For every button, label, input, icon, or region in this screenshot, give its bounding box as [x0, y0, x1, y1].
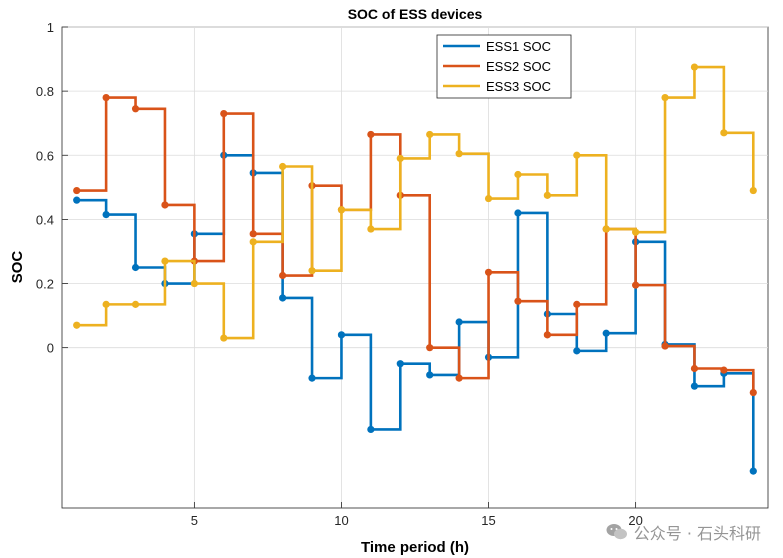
y-tick-label: 0.6	[36, 148, 54, 163]
ticks: 5 10 15 20 0 0.2 0.4 0.6 0.8 1	[36, 20, 643, 528]
data-point	[426, 130, 434, 139]
data-point	[602, 329, 610, 337]
data-point	[73, 321, 81, 329]
data-point	[573, 151, 581, 159]
data-point	[249, 230, 257, 238]
data-point	[131, 263, 140, 272]
data-point	[690, 63, 699, 71]
legend-label: ESS2 SOC	[486, 59, 551, 74]
x-tick-label: 20	[628, 513, 642, 528]
data-point	[73, 196, 81, 204]
data-point	[484, 194, 493, 203]
legend-label: ESS3 SOC	[486, 79, 551, 94]
y-tick-label: 0.4	[36, 212, 54, 227]
data-point	[131, 105, 140, 113]
y-tick-label: 0.2	[36, 277, 54, 292]
data-point	[279, 271, 287, 280]
data-point	[661, 342, 669, 350]
data-point	[749, 186, 757, 195]
data-point	[426, 371, 434, 379]
watermark-text: 公众号 · 石头科研	[633, 524, 761, 543]
data-point	[661, 93, 669, 102]
data-point	[73, 186, 81, 195]
data-point	[514, 170, 522, 179]
data-point	[367, 130, 375, 139]
data-point	[131, 300, 140, 308]
data-point	[367, 225, 375, 233]
data-point	[690, 382, 699, 390]
data-point	[367, 425, 375, 434]
data-point	[484, 268, 493, 276]
data-point	[190, 279, 198, 288]
data-point	[161, 257, 169, 265]
data-point	[514, 209, 522, 217]
data-point	[396, 154, 404, 163]
chart-title: SOC of ESS devices	[348, 6, 483, 22]
data-point	[279, 294, 287, 302]
series-line	[76, 96, 755, 393]
data-point	[749, 388, 757, 397]
data-point	[308, 267, 316, 275]
watermark: 公众号 · 石头科研	[606, 520, 761, 544]
data-point	[720, 366, 728, 374]
series-line	[76, 65, 755, 340]
legend: ESS1 SOC ESS2 SOC ESS3 SOC	[436, 34, 572, 99]
x-tick-label: 15	[481, 513, 495, 528]
data-point	[279, 162, 287, 171]
y-tick-label: 0.8	[36, 84, 54, 99]
plot-area	[61, 26, 769, 509]
data-point	[102, 300, 110, 308]
data-point	[543, 331, 551, 339]
y-axis-label: SOC	[9, 251, 26, 284]
x-tick-label: 10	[334, 513, 348, 528]
legend-label: ESS1 SOC	[486, 39, 551, 54]
series-ess3-soc	[73, 63, 757, 342]
data-point	[455, 374, 463, 382]
grid	[62, 26, 768, 508]
data-point	[220, 109, 228, 118]
data-point	[220, 334, 228, 342]
data-point	[573, 347, 581, 355]
wechat-icon	[606, 524, 627, 540]
data-point	[455, 150, 463, 158]
series-group	[73, 63, 757, 475]
data-point	[102, 210, 110, 219]
data-point	[573, 300, 581, 308]
data-point	[249, 238, 257, 246]
data-point	[426, 344, 434, 352]
data-point	[102, 93, 110, 102]
data-point	[690, 364, 699, 373]
x-axis-label: Time period (h)	[361, 539, 469, 556]
data-point	[161, 201, 169, 209]
data-point	[749, 467, 757, 475]
data-point	[602, 225, 610, 233]
data-point	[632, 228, 640, 236]
data-point	[455, 318, 463, 326]
data-point	[308, 374, 316, 382]
y-tick-label: 1	[47, 20, 54, 35]
data-point	[720, 129, 728, 137]
data-point	[337, 206, 346, 214]
y-tick-label: 0	[47, 341, 54, 356]
data-point	[514, 297, 522, 305]
data-point	[632, 281, 640, 289]
data-point	[543, 191, 551, 199]
data-point	[337, 331, 346, 339]
data-point	[396, 360, 404, 368]
x-tick-label: 5	[191, 513, 198, 528]
